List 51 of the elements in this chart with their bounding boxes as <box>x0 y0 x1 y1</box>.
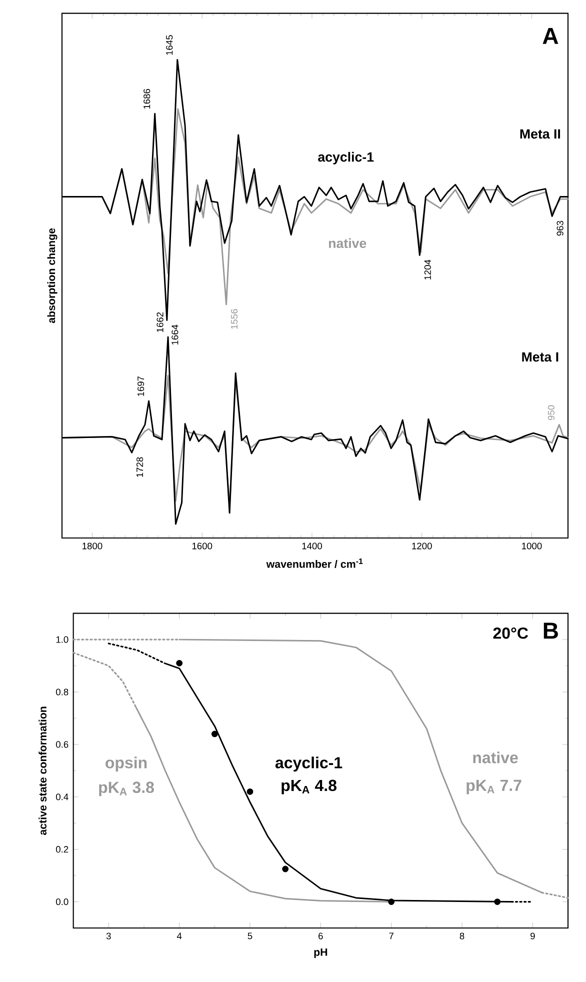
point <box>282 866 289 872</box>
annotation: 1556 <box>230 309 238 329</box>
text: 20°C <box>493 627 528 639</box>
x-axis-title: pH <box>314 948 328 958</box>
y-axis-title: active state conformation <box>38 706 46 835</box>
point <box>494 898 501 905</box>
y-tick-label: 0.6 <box>56 741 68 748</box>
annotation: acyclic-1 <box>275 756 342 772</box>
annotation: 950 <box>548 405 554 420</box>
annotation: native <box>328 238 366 248</box>
annotation: Meta II <box>520 129 560 139</box>
annotation: Meta I <box>522 352 558 362</box>
x-tick-label: 9 <box>530 932 535 940</box>
annotation: 1204 <box>424 260 431 280</box>
y-axis-title: absorption change <box>47 228 58 324</box>
point <box>211 730 218 738</box>
chart-title: B <box>544 622 558 639</box>
annotation: pK$_{A}$ 4.8 <box>282 780 336 794</box>
x-tick-label: 3 <box>106 932 111 940</box>
point <box>388 898 395 905</box>
annotation: 1662 <box>156 312 164 332</box>
x-tick-label: 1400 <box>302 542 322 550</box>
x-tick-label: 4 <box>176 932 182 940</box>
x-axis-title: wavenumber / cm$^{-1}$ <box>266 558 363 568</box>
annotation: acyclic-1 <box>318 152 374 164</box>
x-tick-label: 1600 <box>192 542 212 550</box>
y-tick-label: 0.4 <box>56 794 68 800</box>
point <box>246 788 254 795</box>
x-tick-label: 5 <box>248 932 252 940</box>
x-tick-label: 1800 <box>82 542 102 550</box>
y-tick-label: 0.8 <box>56 688 68 696</box>
x-tick-label: 1000 <box>522 542 542 550</box>
x-tick-label: 1200 <box>412 542 432 550</box>
y-tick-label: 0.0 <box>56 898 68 906</box>
y-tick-label: 1.0 <box>56 636 68 643</box>
annotation: native <box>473 752 518 764</box>
annotation: 1697 <box>138 376 144 396</box>
y-tick-label: 0.2 <box>56 846 68 853</box>
point <box>176 660 183 666</box>
annotation: 1664 <box>172 324 178 345</box>
chart-title: A <box>542 28 558 44</box>
annotation: pK$_{A}$ 7.7 <box>466 780 522 794</box>
annotation: 963 <box>556 220 564 236</box>
x-tick-label: 7 <box>389 932 394 940</box>
annotation: 1686 <box>144 89 150 109</box>
annotation: 1645 <box>166 35 173 55</box>
x-tick-label: 6 <box>318 932 323 940</box>
annotation: pK$_{A}$ 3.8 <box>99 782 154 796</box>
x-tick-label: 8 <box>460 932 464 940</box>
annotation: opsin <box>106 756 147 772</box>
annotation: 1728 <box>136 457 144 477</box>
